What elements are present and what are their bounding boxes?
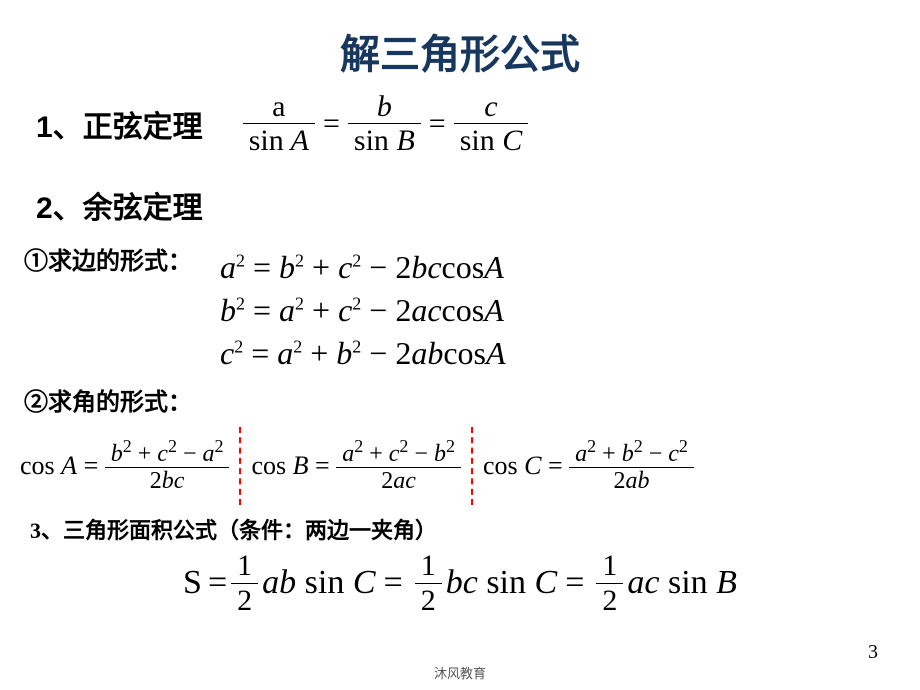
sub-label-2: ②求角的形式： <box>0 382 192 417</box>
area-term-1: ab sin C <box>262 564 375 602</box>
cos-edge-3: c2 = a2 + b2 − 2abcosA <box>220 332 920 375</box>
footer-watermark: 沐风教育 <box>434 663 486 682</box>
cosC-num: a2 + b2 − c2 <box>569 437 694 467</box>
page-number: 3 <box>868 641 878 664</box>
section-1-label: 1、正弦定理 <box>36 102 203 146</box>
section-2-label: 2、余弦定理 <box>36 183 920 227</box>
cosA-item: cos A = b2 + c2 − a2 2bc <box>20 437 229 495</box>
half-1: 12 <box>231 549 258 618</box>
fraction-c: c sin C <box>454 90 529 157</box>
den-sinC: sin C <box>454 124 529 157</box>
cos-edge-1: a2 = b2 + c2 − 2bccosA <box>220 246 920 289</box>
section-3-label: 3、三角形面积公式（条件：两边一夹角） <box>0 513 920 545</box>
section-1-row: 1、正弦定理 a sin A = b sin B = c sin C <box>0 90 920 157</box>
area-term-3: ac sin B <box>627 564 737 602</box>
equals: = <box>565 564 584 602</box>
slide-title: 解三角形公式 <box>0 0 920 80</box>
fraction-b: b sin B <box>348 90 421 157</box>
area-S: S <box>183 564 202 602</box>
cosC-frac: a2 + b2 − c2 2ab <box>569 437 694 495</box>
fraction-a: a sin A <box>243 90 315 157</box>
cos-angle-row: cos A = b2 + c2 − a2 2bc cos B = a2 + c2… <box>0 417 920 505</box>
cosB-item: cos B = a2 + c2 − b2 2ac <box>251 437 460 495</box>
cosA-num: b2 + c2 − a2 <box>105 437 230 467</box>
equals: = <box>323 107 340 141</box>
num-c: c <box>478 90 503 123</box>
equals: = <box>384 564 403 602</box>
divider-2 <box>471 427 473 505</box>
half-2: 12 <box>415 549 442 618</box>
num-b: b <box>371 90 398 123</box>
divider-1 <box>239 427 241 505</box>
cosC-item: cos C = a2 + b2 − c2 2ab <box>483 437 694 495</box>
law-of-sines-formula: a sin A = b sin B = c sin C <box>243 90 529 157</box>
cosB-frac: a2 + c2 − b2 2ac <box>336 437 461 495</box>
area-term-2: bc sin C <box>446 564 557 602</box>
num-a: a <box>266 90 291 123</box>
sub-label-1: ①求边的形式： <box>0 241 192 276</box>
half-3: 12 <box>596 549 623 618</box>
lhs-a: a2 <box>220 249 245 285</box>
cos-edge-2: b2 = a2 + c2 − 2accosA <box>220 289 920 332</box>
cosA-frac: b2 + c2 − a2 2bc <box>105 437 230 495</box>
cosC-den: 2ab <box>608 468 656 494</box>
equals: = <box>429 107 446 141</box>
cosB-num: a2 + c2 − b2 <box>336 437 461 467</box>
cosA-den: 2bc <box>144 468 191 494</box>
equals: = <box>208 564 227 602</box>
area-formula: S = 12 ab sin C = 12 bc sin C = 12 ac si… <box>0 549 920 618</box>
den-sinA: sin A <box>243 124 315 157</box>
den-sinB: sin B <box>348 124 421 157</box>
cosB-den: 2ac <box>375 468 422 494</box>
section-2-row: 2、余弦定理 <box>0 183 920 227</box>
